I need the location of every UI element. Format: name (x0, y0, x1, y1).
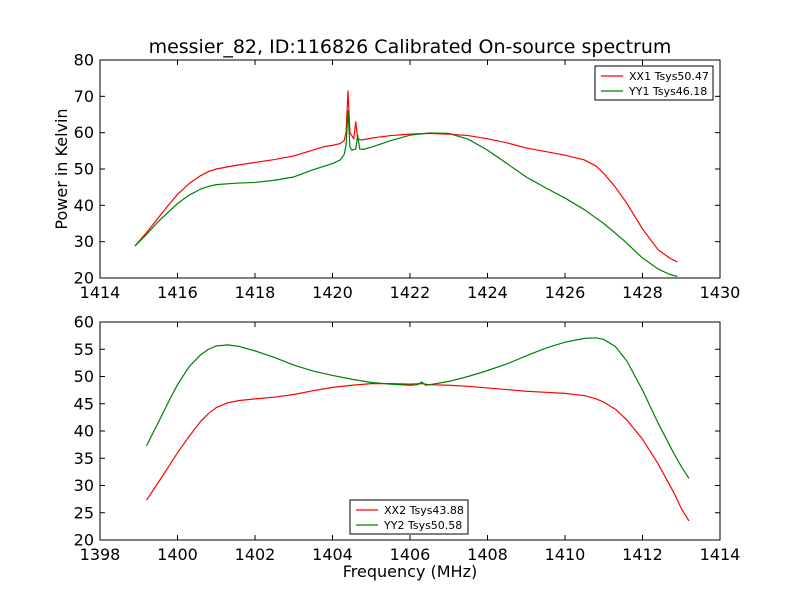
x-tick-label: 1406 (390, 545, 431, 564)
x-tick-label: 1404 (312, 545, 353, 564)
x-tick-label: 1402 (235, 545, 276, 564)
x-tick-label: 1410 (545, 545, 586, 564)
y-tick-label: 80 (74, 51, 94, 70)
x-tick-label: 1420 (312, 283, 353, 302)
x-axis-label: Frequency (MHz) (343, 562, 477, 581)
x-tick-label: 1398 (80, 545, 121, 564)
x-tick-label: 1408 (467, 545, 508, 564)
y-tick-label: 30 (74, 476, 94, 495)
series-line-xx2 (146, 382, 690, 522)
y-tick-label: 40 (74, 196, 94, 215)
series-line-yy1 (134, 110, 678, 278)
x-tick-label: 1422 (390, 283, 431, 302)
y-tick-label: 55 (74, 340, 94, 359)
y-axis-label: Power in Kelvin (52, 108, 71, 229)
y-tick-label: 45 (74, 394, 94, 413)
y-tick-label: 20 (74, 531, 94, 550)
legend-entry: YY1 Tsys46.18 (628, 85, 707, 98)
y-tick-label: 70 (74, 87, 94, 106)
y-tick-label: 40 (74, 422, 94, 441)
series-line-yy2 (145, 337, 690, 479)
y-tick-label: 25 (74, 503, 94, 522)
chart-title: messier_82, ID:116826 Calibrated On-sour… (149, 36, 672, 58)
x-tick-label: 1412 (622, 545, 663, 564)
x-tick-label: 1430 (700, 283, 741, 302)
x-tick-label: 1414 (700, 545, 741, 564)
y-tick-label: 50 (74, 367, 94, 386)
x-tick-label: 1418 (235, 283, 276, 302)
series-line-xx1 (134, 90, 678, 263)
top-plot: 1414 1416 1418 1420 1422 1424 1426 1428 1430 20 30… (52, 51, 740, 303)
y-tick-label: 20 (74, 269, 94, 288)
legend-entry: YY2 Tsys50.58 (383, 519, 462, 532)
x-tick-label: 1414 (80, 283, 121, 302)
bottom-plot: 1398 1400 1402 1404 1406 1408 1410 1412 1414 20 25… (74, 313, 741, 582)
y-tick-label: 60 (74, 123, 94, 142)
x-tick-label: 1428 (622, 283, 663, 302)
legend-entry: XX1 Tsys50.47 (629, 70, 709, 83)
x-tick-label: 1400 (157, 545, 198, 564)
x-tick-label: 1424 (467, 283, 508, 302)
x-tick-label: 1416 (157, 283, 198, 302)
y-tick-label: 60 (74, 313, 94, 332)
legend-entry: XX2 Tsys43.88 (384, 504, 464, 517)
y-tick-label: 30 (74, 232, 94, 251)
y-tick-label: 50 (74, 160, 94, 179)
legend-box (594, 65, 714, 101)
x-tick-label: 1426 (545, 283, 586, 302)
y-tick-label: 35 (74, 449, 94, 468)
legend-box (349, 499, 469, 535)
